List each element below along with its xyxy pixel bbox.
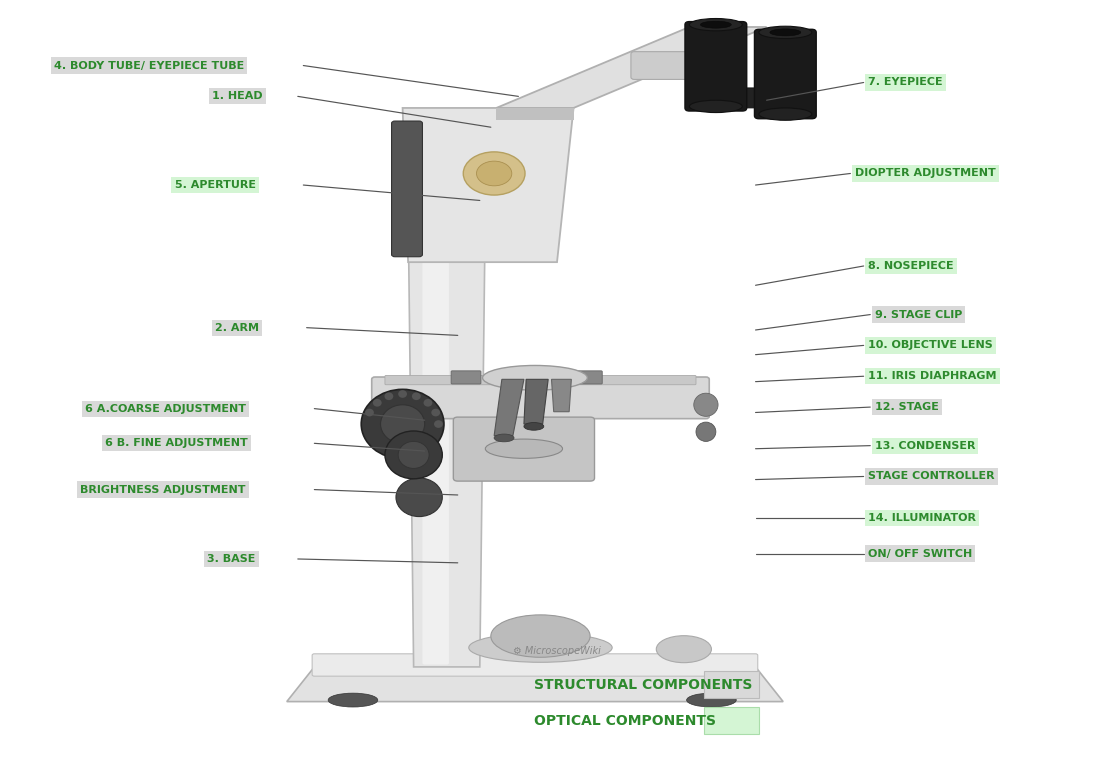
FancyBboxPatch shape: [392, 121, 422, 257]
Polygon shape: [494, 379, 524, 436]
Text: STRUCTURAL COMPONENTS: STRUCTURAL COMPONENTS: [534, 678, 752, 692]
Polygon shape: [524, 379, 548, 424]
Ellipse shape: [686, 693, 737, 707]
Ellipse shape: [696, 423, 716, 441]
Ellipse shape: [483, 365, 588, 390]
Ellipse shape: [759, 108, 812, 120]
Ellipse shape: [424, 399, 432, 406]
Text: 5. APERTURE: 5. APERTURE: [174, 180, 256, 190]
Ellipse shape: [656, 635, 711, 663]
Text: 12. STAGE: 12. STAGE: [875, 402, 939, 412]
Text: 8. NOSEPIECE: 8. NOSEPIECE: [868, 261, 954, 271]
FancyBboxPatch shape: [754, 29, 816, 119]
FancyBboxPatch shape: [385, 375, 696, 385]
Ellipse shape: [700, 21, 731, 29]
Ellipse shape: [381, 405, 425, 443]
Text: 6 B. FINE ADJUSTMENT: 6 B. FINE ADJUSTMENT: [105, 439, 248, 448]
Polygon shape: [496, 27, 767, 108]
Ellipse shape: [485, 439, 563, 458]
FancyBboxPatch shape: [451, 371, 481, 384]
FancyBboxPatch shape: [312, 654, 758, 676]
Text: STAGE CONTROLLER: STAGE CONTROLLER: [868, 472, 995, 481]
Text: 4. BODY TUBE/ EYEPIECE TUBE: 4. BODY TUBE/ EYEPIECE TUBE: [54, 61, 244, 70]
Text: ⚙ MicroscopeWiki: ⚙ MicroscopeWiki: [513, 647, 601, 656]
FancyBboxPatch shape: [631, 52, 704, 79]
Ellipse shape: [385, 431, 442, 479]
FancyBboxPatch shape: [704, 707, 759, 734]
Polygon shape: [287, 667, 783, 702]
Circle shape: [476, 161, 512, 186]
Ellipse shape: [469, 633, 612, 662]
Ellipse shape: [329, 693, 377, 707]
Ellipse shape: [431, 409, 440, 416]
Ellipse shape: [385, 392, 394, 400]
Ellipse shape: [365, 409, 374, 416]
Text: OPTICAL COMPONENTS: OPTICAL COMPONENTS: [534, 714, 716, 728]
Text: 1. HEAD: 1. HEAD: [212, 92, 263, 101]
Ellipse shape: [494, 434, 514, 442]
Ellipse shape: [524, 423, 544, 430]
FancyBboxPatch shape: [422, 214, 449, 665]
Text: 6 A.COARSE ADJUSTMENT: 6 A.COARSE ADJUSTMENT: [85, 404, 246, 413]
Text: DIOPTER ADJUSTMENT: DIOPTER ADJUSTMENT: [855, 169, 996, 178]
Ellipse shape: [759, 26, 812, 39]
FancyBboxPatch shape: [372, 377, 709, 419]
FancyBboxPatch shape: [704, 671, 759, 698]
FancyBboxPatch shape: [685, 22, 747, 111]
Ellipse shape: [396, 478, 442, 517]
Ellipse shape: [398, 441, 429, 469]
Ellipse shape: [398, 390, 407, 398]
Text: 3. BASE: 3. BASE: [207, 554, 256, 564]
Ellipse shape: [411, 392, 420, 400]
FancyBboxPatch shape: [572, 371, 602, 384]
Text: ON/ OFF SWITCH: ON/ OFF SWITCH: [868, 549, 973, 558]
Ellipse shape: [433, 420, 442, 428]
Ellipse shape: [361, 389, 443, 459]
Ellipse shape: [491, 615, 590, 657]
Text: 10. OBJECTIVE LENS: 10. OBJECTIVE LENS: [868, 341, 993, 350]
Text: 9. STAGE CLIP: 9. STAGE CLIP: [875, 310, 962, 319]
Text: BRIGHTNESS ADJUSTMENT: BRIGHTNESS ADJUSTMENT: [81, 485, 246, 494]
Ellipse shape: [689, 100, 742, 113]
Text: 13. CONDENSER: 13. CONDENSER: [875, 441, 975, 450]
Ellipse shape: [373, 399, 382, 406]
Ellipse shape: [689, 19, 742, 31]
Polygon shape: [408, 208, 485, 667]
Ellipse shape: [694, 393, 718, 416]
Polygon shape: [496, 108, 574, 120]
Text: 2. ARM: 2. ARM: [215, 323, 259, 332]
Polygon shape: [403, 108, 574, 262]
FancyBboxPatch shape: [714, 88, 788, 108]
Ellipse shape: [770, 29, 801, 36]
Circle shape: [463, 152, 525, 195]
Text: 14. ILLUMINATOR: 14. ILLUMINATOR: [868, 513, 976, 523]
FancyBboxPatch shape: [453, 417, 595, 481]
Text: 11. IRIS DIAPHRAGM: 11. IRIS DIAPHRAGM: [868, 372, 997, 381]
Text: 7. EYEPIECE: 7. EYEPIECE: [868, 78, 943, 87]
Polygon shape: [552, 379, 571, 412]
